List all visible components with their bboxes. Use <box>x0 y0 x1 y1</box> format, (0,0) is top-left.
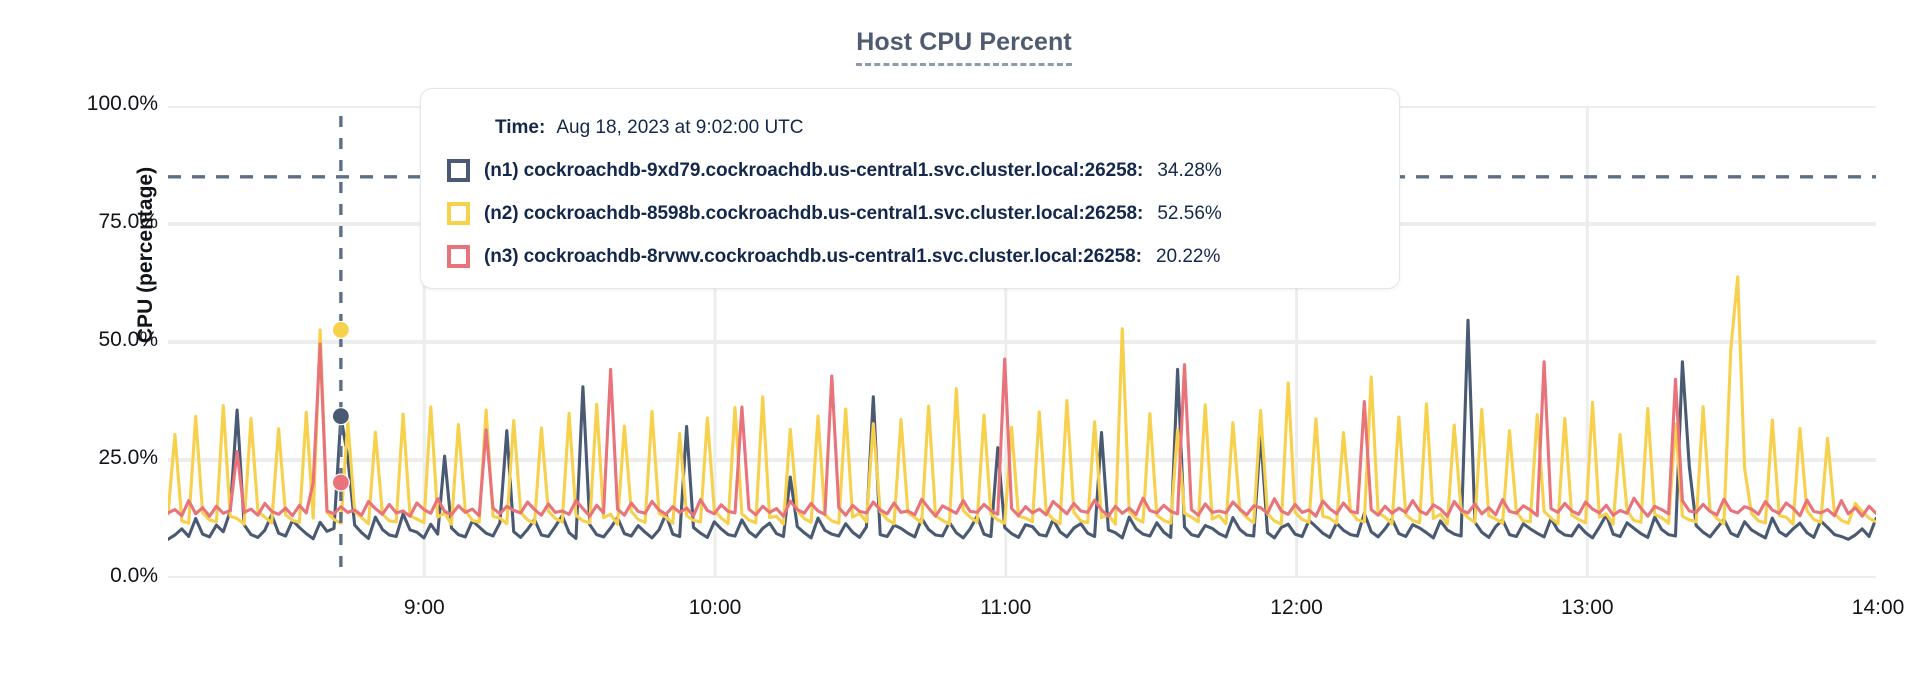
x-tick-label: 12:00 <box>1270 596 1323 619</box>
legend-swatch-icon <box>447 202 470 225</box>
x-tick-label: 10:00 <box>688 596 742 619</box>
tooltip-series-colon: : <box>1137 159 1144 181</box>
tooltip-time-value: Aug 18, 2023 at 9:02:00 UTC <box>556 117 804 138</box>
hover-point-n1 <box>331 407 350 426</box>
tooltip-series-colon: : <box>1137 202 1144 224</box>
tooltip-series-name: (n1) cockroachdb-9xd79.cockroachdb.us-ce… <box>484 159 1138 181</box>
chart-title-text: Host CPU Percent <box>856 28 1072 66</box>
hover-point-n2 <box>331 320 350 340</box>
tooltip-series-value: 34.28% <box>1157 159 1222 181</box>
series-line-n1 <box>168 318 1876 541</box>
tooltip-series-list: (n1) cockroachdb-9xd79.cockroachdb.us-ce… <box>447 159 1373 268</box>
y-tick-label: 100.0% <box>86 92 158 115</box>
tooltip-series-name: (n3) cockroachdb-8rvwv.cockroachdb.us-ce… <box>484 245 1136 267</box>
tooltip-series-row: (n1) cockroachdb-9xd79.cockroachdb.us-ce… <box>447 159 1373 182</box>
y-tick-label: 50.0% <box>98 328 158 351</box>
x-tick-label: 9:00 <box>403 596 445 619</box>
y-tick-label: 0.0% <box>110 564 158 587</box>
tooltip-series-colon: : <box>1135 245 1142 267</box>
series-line-n3 <box>168 342 1876 518</box>
legend-swatch-icon <box>447 245 470 268</box>
legend-swatch-icon <box>447 159 470 182</box>
tooltip-series-name: (n2) cockroachdb-8598b.cockroachdb.us-ce… <box>484 202 1138 224</box>
y-tick-label: 25.0% <box>98 446 158 469</box>
tooltip-series-value: 20.22% <box>1155 245 1221 267</box>
y-axis-label: CPU (percentage) <box>134 166 157 344</box>
chart-title: Host CPU Percent <box>0 28 1928 66</box>
hover-point-n3 <box>331 473 350 492</box>
x-tick-label: 11:00 <box>980 596 1032 619</box>
tooltip-time-row: Time: Aug 18, 2023 at 9:02:00 UTC <box>495 117 1373 139</box>
tooltip-time-label: Time: <box>495 117 546 138</box>
tooltip-series-row: (n3) cockroachdb-8rvwv.cockroachdb.us-ce… <box>447 245 1373 268</box>
x-tick-label: 14:00 <box>1851 596 1905 619</box>
hover-tooltip: Time: Aug 18, 2023 at 9:02:00 UTC (n1) c… <box>420 88 1400 289</box>
tooltip-series-value: 52.56% <box>1157 202 1222 224</box>
tooltip-series-row: (n2) cockroachdb-8598b.cockroachdb.us-ce… <box>447 202 1373 225</box>
y-tick-label: 75.0% <box>98 210 158 233</box>
x-tick-label: 13:00 <box>1561 596 1614 619</box>
series-line-n2 <box>168 275 1876 526</box>
